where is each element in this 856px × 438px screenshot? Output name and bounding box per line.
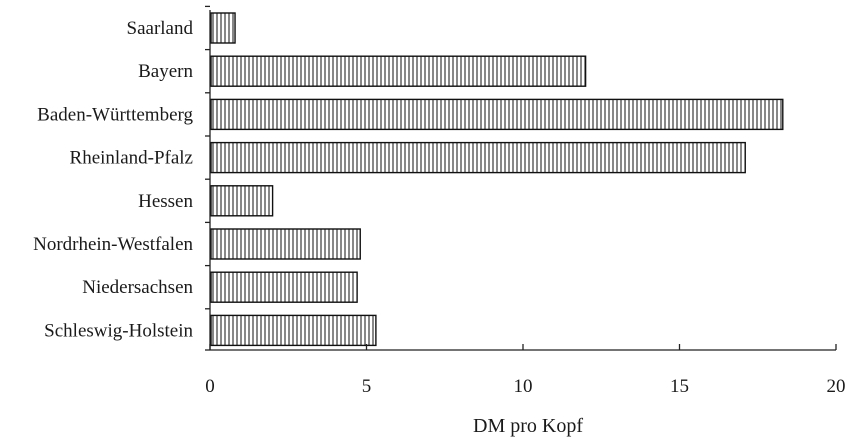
x-axis-title: DM pro Kopf [473,415,583,437]
bar-1 [210,55,587,87]
x-tick-label: 0 [205,376,215,397]
bar-3 [210,141,746,174]
x-tick-label: 5 [362,376,372,397]
bar-4 [210,185,274,217]
x-tick-label: 20 [827,376,846,397]
y-axis-ticks [205,5,210,351]
category-labels: Saarland Bayern Baden-Württemberg Rheinland… [33,18,193,341]
category-label: Hessen [138,191,193,212]
x-axis-ticks [209,344,837,350]
category-label: Niedersachsen [82,277,193,298]
category-label: Schleswig-Holstein [44,320,193,341]
bar-6 [210,271,358,303]
category-label: Baden-Württemberg [37,104,193,125]
category-label: Saarland [127,18,194,39]
bar-5 [210,228,361,260]
bar-7 [210,314,377,347]
category-label: Rheinland-Pfalz [70,148,193,169]
category-label: Nordrhein-Westfalen [33,234,193,255]
category-label: Bayern [138,61,193,82]
bar-2 [210,98,784,131]
bars [210,12,784,347]
x-tick-label: 15 [670,376,689,397]
x-tick-labels: 0 5 10 15 20 [205,376,845,397]
bar-0 [210,12,236,44]
x-tick-label: 10 [514,376,533,397]
